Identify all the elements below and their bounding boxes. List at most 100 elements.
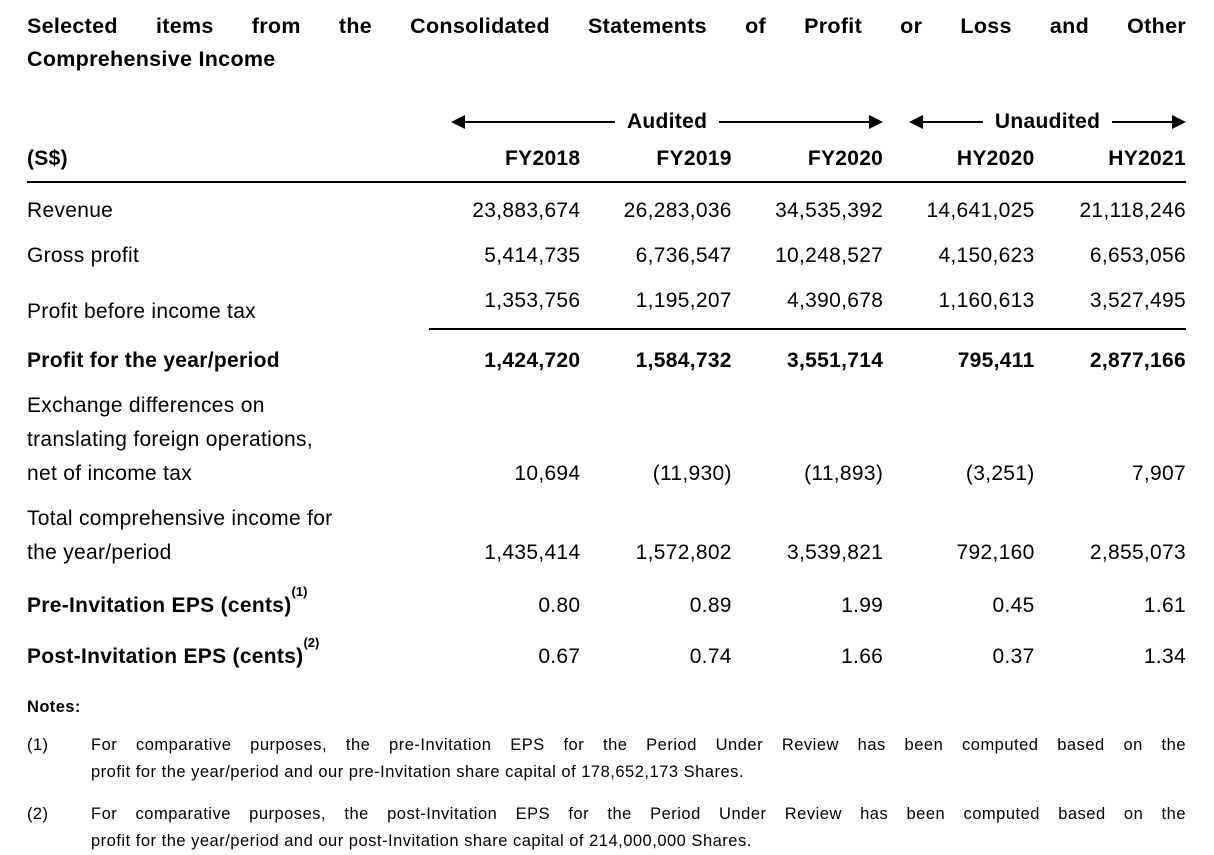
cell-value: 10,248,527 xyxy=(775,244,884,267)
arrow-right-icon xyxy=(1172,115,1187,129)
cell-value: 0.37 xyxy=(992,645,1035,668)
cell-value: 14,641,025 xyxy=(926,199,1035,222)
footnote-ref-2: (2) xyxy=(303,635,320,650)
cell-value: 4,390,678 xyxy=(731,273,884,330)
cell-value: 0.67 xyxy=(538,645,581,668)
note-text-line1: For comparative purposes, the post-Invit… xyxy=(91,805,1186,823)
column-header-hy2020: HY2020 xyxy=(883,143,1035,183)
arrow-left-icon xyxy=(909,115,924,129)
cell-value: 1,353,756 xyxy=(429,273,581,330)
cell-value: (11,930) xyxy=(652,462,732,485)
cell-value: 5,414,735 xyxy=(484,244,581,267)
row-label: Revenue xyxy=(27,199,114,222)
row-label: Profit before income tax xyxy=(27,300,256,323)
cell-value: 34,535,392 xyxy=(775,199,884,222)
row-label: Gross profit xyxy=(27,244,140,267)
note-item-2: (2) For comparative purposes, the post-I… xyxy=(27,801,1186,855)
cell-value: (3,251) xyxy=(965,462,1035,485)
cell-value: 0.89 xyxy=(689,594,732,617)
note-text: For comparative purposes, the post-Invit… xyxy=(91,801,1186,855)
cell-value: 1.61 xyxy=(1143,594,1186,617)
table-header-row: (S$) FY2018 FY2019 FY2020 HY2020 HY2021 xyxy=(27,143,1186,183)
cell-value: (11,893) xyxy=(804,462,884,485)
cell-value: 23,883,674 xyxy=(472,199,581,222)
spanner-line xyxy=(465,120,615,124)
notes-heading: Notes: xyxy=(27,698,81,716)
cell-value: 0.74 xyxy=(689,645,732,668)
note-item-1: (1) For comparative purposes, the pre-In… xyxy=(27,732,1186,786)
note-text-line2: profit for the year/period and our post-… xyxy=(91,832,752,850)
column-header-fy2019: FY2019 xyxy=(580,143,732,183)
note-text-line1: For comparative purposes, the pre-Invita… xyxy=(91,736,1186,754)
audited-spanner-cell: Audited xyxy=(429,110,884,143)
document-title-line1: Selected items from the Consolidated Sta… xyxy=(27,14,1186,38)
footnote-ref-1: (1) xyxy=(291,584,308,599)
table-row-pre-invitation-eps: Pre-Invitation EPS (cents)(1) 0.80 0.89 … xyxy=(27,570,1186,623)
spanner-row: Audited Unaudited xyxy=(27,110,1187,143)
arrow-left-icon xyxy=(451,115,465,129)
cell-value: 10,694 xyxy=(514,462,581,485)
column-header-fy2020: FY2020 xyxy=(731,143,884,183)
cell-value: 0.45 xyxy=(992,594,1035,617)
cell-value: 26,283,036 xyxy=(623,199,732,222)
unaudited-label: Unaudited xyxy=(994,110,1101,133)
arrow-right-icon xyxy=(869,115,884,129)
table-row-total-comprehensive-income: Total comprehensive income for the year/… xyxy=(27,491,1186,570)
note-text: For comparative purposes, the pre-Invita… xyxy=(91,732,1186,786)
row-label-text: Pre-Invitation EPS (cents) xyxy=(27,594,292,617)
spanner-line xyxy=(1112,120,1173,124)
row-label: Profit for the year/period xyxy=(27,349,280,372)
cell-value: 3,539,821 xyxy=(787,541,884,564)
row-label-text: Post-Invitation EPS (cents) xyxy=(27,645,304,668)
cell-value: 3,551,714 xyxy=(787,349,884,372)
cell-value: 6,736,547 xyxy=(635,244,732,267)
cell-value: 2,877,166 xyxy=(1089,349,1186,372)
cell-value: 1.66 xyxy=(841,645,884,668)
cell-value: 1,584,732 xyxy=(635,349,732,372)
note-number: (1) xyxy=(27,736,49,754)
cell-value: 3,527,495 xyxy=(1034,273,1186,330)
cell-value: 7,907 xyxy=(1131,462,1186,485)
financial-table: Audited Unaudited (S$) FY2018 FY2019 xyxy=(27,110,1187,674)
cell-value: 4,150,623 xyxy=(938,244,1035,267)
cell-value: 1,424,720 xyxy=(484,349,581,372)
cell-value: 1.34 xyxy=(1143,645,1186,668)
cell-value: 1,195,207 xyxy=(580,273,732,330)
note-number: (2) xyxy=(27,805,49,823)
column-header-hy2021: HY2021 xyxy=(1034,143,1186,183)
row-label: Pre-Invitation EPS (cents)(1) xyxy=(27,570,429,623)
currency-label: (S$) xyxy=(27,143,429,183)
spanner-line xyxy=(719,120,870,124)
table-row-gross-profit: Gross profit 5,414,735 6,736,547 10,248,… xyxy=(27,228,1186,273)
cell-value: 6,653,056 xyxy=(1089,244,1186,267)
cell-value: 1,435,414 xyxy=(484,541,581,564)
unaudited-spanner: Unaudited xyxy=(909,110,1187,134)
document-title-line2: Comprehensive Income xyxy=(27,47,276,71)
unaudited-spanner-cell: Unaudited xyxy=(883,110,1187,143)
table-row-exchange-differences: Exchange differences on translating fore… xyxy=(27,378,1186,491)
cell-value: 1.99 xyxy=(841,594,884,617)
table-row-revenue: Revenue 23,883,674 26,283,036 34,535,392… xyxy=(27,182,1186,228)
row-label: Post-Invitation EPS (cents)(2) xyxy=(27,623,429,674)
audited-label: Audited xyxy=(626,110,708,133)
table-row-profit-before-tax: Profit before income tax 1,353,756 1,195… xyxy=(27,273,1186,330)
note-text-line2: profit for the year/period and our pre-I… xyxy=(91,763,744,781)
cell-value: 795,411 xyxy=(957,349,1035,372)
spacer-cell xyxy=(27,110,429,143)
table-row-profit-for-period: Profit for the year/period 1,424,720 1,5… xyxy=(27,329,1186,378)
notes-section: Notes: (1) For comparative purposes, the… xyxy=(27,698,1186,855)
cell-value: 1,572,802 xyxy=(635,541,732,564)
spanner-line xyxy=(923,120,983,124)
row-label: Exchange differences on translating fore… xyxy=(27,394,313,485)
document-title: Selected items from the Consolidated Sta… xyxy=(27,10,1186,76)
cell-value: 2,855,073 xyxy=(1089,541,1186,564)
column-header-fy2018: FY2018 xyxy=(429,143,581,183)
cell-value: 0.80 xyxy=(538,594,581,617)
row-label: Total comprehensive income for the year/… xyxy=(27,507,333,564)
cell-value: 792,160 xyxy=(956,541,1035,564)
cell-value: 1,160,613 xyxy=(883,273,1035,330)
table-row-post-invitation-eps: Post-Invitation EPS (cents)(2) 0.67 0.74… xyxy=(27,623,1186,674)
cell-value: 21,118,246 xyxy=(1079,199,1186,222)
audited-spanner: Audited xyxy=(451,110,884,134)
